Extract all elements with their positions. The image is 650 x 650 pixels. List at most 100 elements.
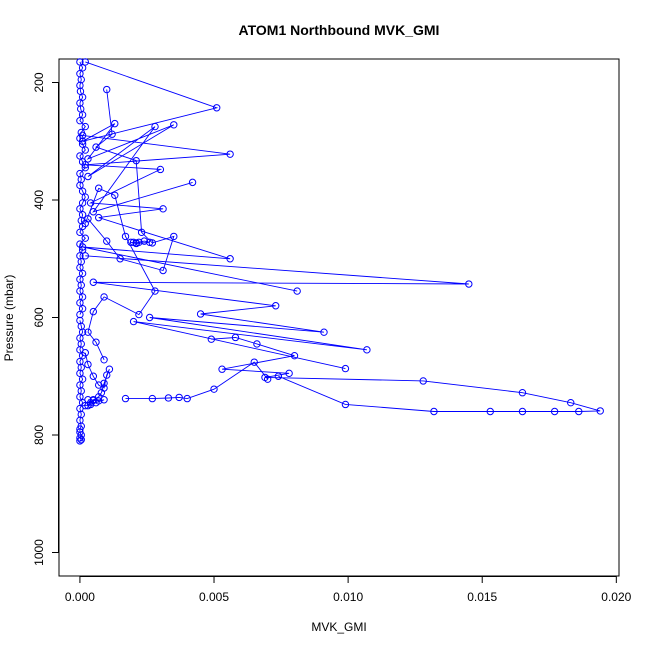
data-point bbox=[92, 338, 100, 346]
data-point bbox=[84, 155, 92, 163]
data-point bbox=[285, 369, 293, 378]
data-point bbox=[518, 407, 527, 416]
data-point bbox=[164, 394, 173, 402]
data-point bbox=[76, 434, 84, 442]
data-point bbox=[137, 228, 146, 237]
data-point bbox=[151, 287, 159, 295]
data-point bbox=[518, 389, 527, 397]
data-point bbox=[78, 187, 87, 195]
data-point bbox=[213, 104, 221, 112]
data-point bbox=[465, 280, 473, 288]
plot-border bbox=[58, 58, 620, 577]
data-point bbox=[151, 122, 159, 131]
data-point bbox=[159, 266, 167, 275]
data-point bbox=[89, 372, 98, 380]
series-line bbox=[84, 187, 156, 360]
data-point bbox=[156, 165, 165, 174]
data-point bbox=[81, 163, 89, 172]
data-point bbox=[188, 178, 197, 187]
data-point bbox=[76, 228, 84, 237]
data-point bbox=[226, 255, 234, 263]
data-point bbox=[567, 398, 575, 407]
data-point bbox=[94, 184, 103, 192]
series-points bbox=[76, 58, 604, 445]
data-point bbox=[76, 310, 84, 319]
x-tick-label: 0.020 bbox=[601, 590, 631, 604]
data-point bbox=[263, 375, 272, 383]
data-point bbox=[111, 191, 119, 200]
y-tick-label: 600 bbox=[32, 307, 46, 327]
y-tick-label: 200 bbox=[32, 72, 46, 92]
data-point bbox=[78, 140, 87, 148]
data-point bbox=[290, 351, 299, 360]
data-point bbox=[121, 232, 130, 241]
data-point bbox=[78, 246, 87, 254]
data-point bbox=[76, 263, 84, 272]
data-point bbox=[430, 407, 438, 416]
data-point bbox=[320, 328, 328, 336]
data-point bbox=[575, 407, 583, 416]
data-point bbox=[76, 152, 84, 160]
data-point bbox=[76, 299, 84, 307]
data-point bbox=[148, 394, 157, 403]
data-point bbox=[159, 205, 167, 213]
data-point bbox=[77, 436, 85, 444]
data-point bbox=[84, 328, 92, 336]
data-point bbox=[111, 119, 119, 128]
data-point bbox=[92, 398, 100, 407]
data-point bbox=[132, 156, 140, 165]
data-point bbox=[207, 335, 216, 343]
data-point bbox=[78, 293, 87, 301]
data-point bbox=[218, 365, 226, 373]
x-tick-label: 0.005 bbox=[199, 590, 229, 604]
data-point bbox=[253, 340, 261, 348]
data-point bbox=[78, 375, 87, 383]
series-lines bbox=[79, 61, 601, 442]
data-point bbox=[103, 371, 111, 379]
data-point bbox=[293, 287, 301, 295]
data-point bbox=[140, 237, 148, 245]
data-point bbox=[196, 310, 205, 318]
series-line bbox=[87, 89, 175, 272]
data-point bbox=[86, 199, 95, 207]
data-point bbox=[116, 255, 124, 263]
data-point bbox=[145, 238, 154, 247]
data-point bbox=[78, 131, 87, 140]
data-point bbox=[76, 58, 84, 66]
data-point bbox=[108, 130, 116, 138]
y-tick-label: 400 bbox=[32, 190, 46, 210]
x-axis-label: MVK_GMI bbox=[311, 620, 366, 634]
data-point bbox=[89, 307, 98, 316]
data-point bbox=[550, 407, 559, 416]
data-point bbox=[100, 379, 108, 387]
x-axis: 0.000 0.005 0.010 0.015 0.020 bbox=[65, 576, 632, 604]
data-point bbox=[76, 369, 84, 378]
data-point bbox=[100, 396, 108, 404]
series-line bbox=[125, 361, 269, 400]
data-point bbox=[78, 111, 87, 119]
data-point bbox=[148, 239, 157, 247]
series-line bbox=[82, 61, 219, 213]
data-point bbox=[132, 239, 140, 248]
data-point bbox=[76, 181, 84, 190]
data-point bbox=[78, 199, 87, 207]
series-line bbox=[84, 352, 110, 406]
data-point bbox=[78, 137, 87, 145]
data-point bbox=[81, 349, 89, 357]
y-axis-label: Pressure (mbar) bbox=[2, 275, 16, 362]
data-point bbox=[78, 269, 87, 278]
data-point bbox=[76, 437, 84, 445]
data-point bbox=[272, 302, 280, 310]
data-point bbox=[170, 232, 178, 241]
data-point bbox=[103, 237, 111, 245]
x-tick-label: 0.015 bbox=[467, 590, 497, 604]
x-tick-label: 0.000 bbox=[65, 590, 95, 604]
data-point bbox=[81, 252, 89, 260]
data-point bbox=[341, 400, 350, 409]
data-point bbox=[100, 356, 108, 364]
data-point bbox=[486, 407, 494, 416]
y-tick-label: 800 bbox=[32, 425, 46, 445]
data-point bbox=[81, 234, 89, 242]
y-tick-label: 1000 bbox=[32, 539, 46, 566]
